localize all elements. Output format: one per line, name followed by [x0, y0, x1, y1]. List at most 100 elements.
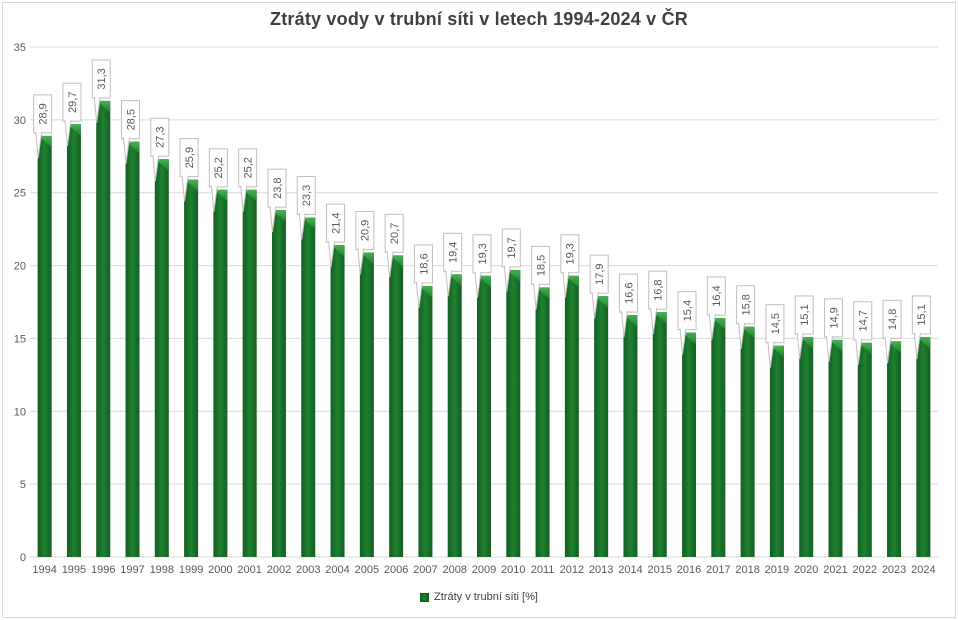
data-label: 17,9 [594, 263, 606, 284]
bar [301, 217, 316, 557]
callout-box [736, 285, 756, 325]
x-axis-tick-label: 2006 [384, 564, 408, 576]
callout-pointer [680, 328, 687, 355]
callout-pointer-edge [210, 185, 218, 212]
data-label: 21,4 [330, 212, 342, 233]
callout-pointer [211, 185, 218, 212]
bar [213, 189, 228, 558]
x-axis-tick-label: 2011 [531, 564, 555, 576]
bar-top-highlight [536, 287, 550, 300]
bar-top-highlight [507, 269, 521, 282]
bar-top-highlight [478, 275, 491, 288]
bar [242, 189, 257, 558]
data-label: 20,9 [360, 220, 372, 241]
x-axis-tick-label: 2020 [794, 564, 818, 576]
y-axis-tick-label: 35 [14, 42, 26, 54]
bar [623, 315, 638, 557]
bar-top-highlight [712, 318, 726, 331]
bar-top-highlight [419, 285, 433, 298]
callout-box [208, 148, 228, 188]
bar-top-highlight [302, 217, 316, 230]
bar [916, 336, 931, 557]
data-label: 28,9 [37, 103, 49, 124]
callout-box [238, 148, 258, 188]
callout-pointer-edge [503, 265, 511, 293]
bar-top-highlight [97, 100, 111, 113]
x-axis-tick-label: 1997 [120, 564, 144, 576]
callout-box [706, 276, 726, 316]
bar-top-highlight [741, 326, 755, 339]
bar-top-highlight [829, 339, 843, 352]
bar [477, 275, 491, 557]
bar-top-highlight [272, 210, 286, 223]
y-axis-tick-label: 25 [14, 188, 26, 200]
callout-pointer-edge [562, 271, 570, 298]
callout-pointer-edge [93, 96, 101, 123]
callout-box [911, 295, 931, 335]
bar [594, 296, 609, 557]
bar-top-highlight [67, 124, 81, 137]
callout-pointer [738, 322, 745, 349]
callout-box [472, 234, 492, 274]
bar [125, 141, 140, 557]
bar-top-highlight [624, 315, 638, 328]
callout-pointer-edge [298, 213, 306, 240]
legend-swatch-icon [420, 592, 430, 602]
bar [799, 336, 814, 557]
callout-box [823, 298, 843, 338]
callout-pointer-edge [357, 248, 365, 275]
callout-pointer [269, 206, 276, 233]
callout-box [121, 100, 141, 140]
callout-pointer-edge [650, 308, 658, 335]
callout-pointer-edge [181, 175, 189, 202]
data-label: 14,5 [770, 313, 782, 334]
x-axis-tick-label: 2017 [706, 564, 730, 576]
data-label: 28,5 [125, 109, 137, 130]
callout-pointer [416, 281, 423, 308]
bar [682, 332, 697, 557]
x-axis-tick-label: 2001 [237, 564, 261, 576]
data-label: 15,4 [682, 300, 694, 321]
data-label: 14,7 [858, 310, 870, 331]
x-axis-tick-label: 1998 [150, 564, 174, 576]
callout-box [794, 295, 814, 335]
data-label: 15,1 [799, 304, 811, 325]
y-axis-tick-label: 10 [14, 406, 26, 418]
bar-top-highlight [185, 179, 199, 192]
callout-box [33, 94, 53, 134]
callout-box [267, 168, 287, 208]
data-label: 25,2 [213, 157, 225, 178]
x-axis-tick-label: 2013 [589, 564, 613, 576]
callout-box [531, 245, 551, 285]
bar [154, 159, 169, 557]
callout-box [589, 254, 609, 294]
data-label: 19,4 [448, 242, 460, 263]
callout-pointer [533, 283, 540, 310]
bar [66, 124, 81, 557]
data-label: 14,8 [887, 309, 899, 330]
data-label: 29,7 [67, 92, 79, 113]
data-label: 19,3 [565, 243, 577, 264]
callout-box [853, 301, 873, 341]
x-axis-tick-label: 2012 [560, 564, 584, 576]
data-label: 18,6 [418, 253, 430, 274]
callout-pointer-edge [474, 271, 482, 298]
callout-box [677, 291, 697, 331]
callout-pointer-edge [738, 322, 746, 349]
x-axis-tick-label: 2007 [413, 564, 437, 576]
x-axis-tick-label: 1999 [179, 564, 203, 576]
callout-pointer-edge [328, 241, 336, 268]
data-label: 23,8 [272, 177, 284, 198]
callout-box [150, 117, 170, 157]
data-label: 25,9 [184, 147, 196, 168]
callout-pointer [357, 248, 364, 275]
callout-box [765, 304, 785, 344]
bar [769, 345, 784, 557]
bar-top-highlight [683, 332, 697, 345]
callout-pointer-edge [913, 332, 921, 360]
chart-title: Ztráty vody v trubní síti v letech 1994-… [270, 9, 688, 29]
y-axis-tick-label: 5 [20, 479, 26, 491]
callout-pointer [709, 314, 716, 341]
callout-pointer [35, 131, 42, 158]
y-axis-tick-label: 15 [14, 333, 26, 345]
